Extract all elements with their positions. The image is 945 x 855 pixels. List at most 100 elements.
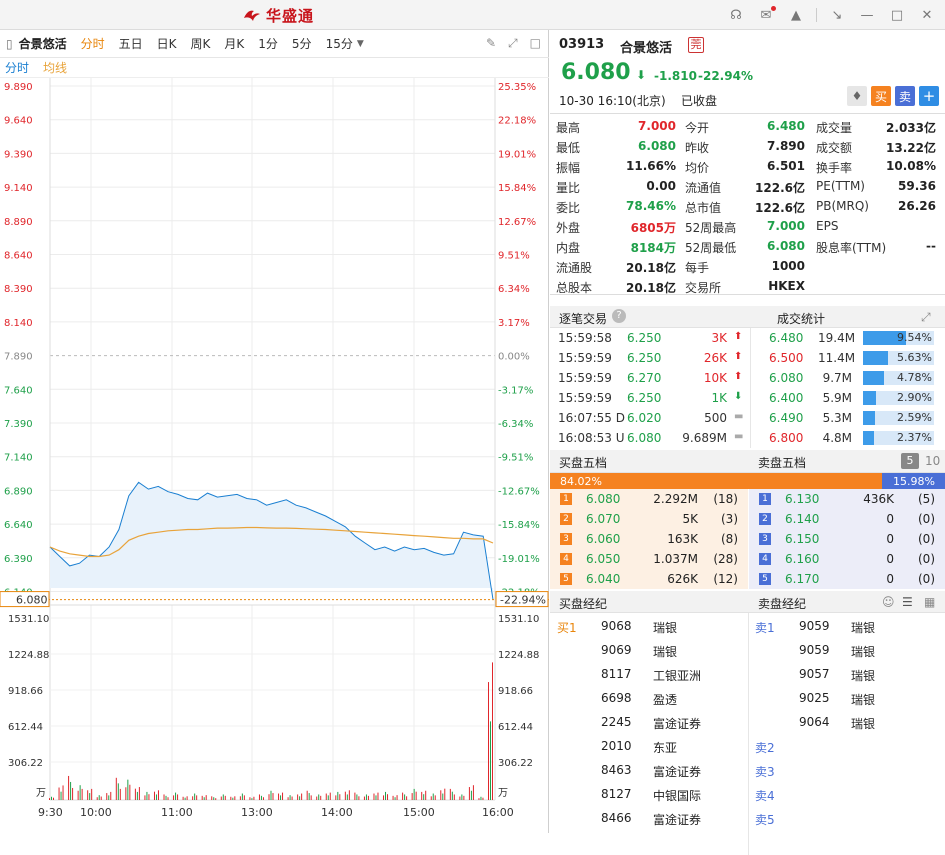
volume-stat-row: 6.080 9.7M 4.78% (550, 368, 945, 388)
volume-bar (278, 793, 280, 800)
expand-icon[interactable]: ⤢ (508, 36, 518, 50)
ask-ratio-text: 15.98% (893, 475, 935, 488)
ask-level-number: 5 (759, 573, 771, 585)
volume-bar-group (278, 792, 284, 800)
depth-5-toggle[interactable]: 5 (901, 453, 919, 469)
stat-label: 52周最低 (685, 241, 737, 255)
pct-tick-label: -9.51% (498, 453, 533, 464)
volume-bar-group (402, 792, 408, 800)
close-button[interactable]: ✕ (921, 7, 933, 23)
intraday-chart[interactable]: 9.890 25.35% 9.640 22.18% 9.390 19.01% 9.140 15… (0, 78, 549, 833)
current-price-label: 6.080 (16, 594, 48, 607)
buy-button[interactable]: 买 (871, 86, 891, 106)
trade-volume: 3K (711, 331, 727, 345)
volume-bar (461, 794, 463, 800)
stat-value: 13.22亿 (886, 141, 936, 155)
volume-bar (375, 795, 377, 800)
tab-1min[interactable]: 1分 (258, 37, 278, 51)
pct-tick-label: -6.34% (498, 419, 533, 430)
volume-bar-group (297, 793, 303, 800)
tab-intraday[interactable]: 分时 (80, 37, 105, 51)
ask-price: 6.170 (785, 572, 820, 586)
broker-header: 买盘经纪 卖盘经纪 ☺ ☰ ▦ (550, 591, 945, 613)
ask-count: (5) (918, 492, 935, 506)
pct-tick-label: 12.67% (498, 217, 536, 228)
grid-view-icon[interactable]: ▦ (924, 595, 936, 609)
tab-5min[interactable]: 5分 (291, 37, 312, 51)
tab-day-k[interactable]: 日K (156, 37, 177, 51)
chevron-down-icon[interactable]: ▼ (356, 38, 364, 49)
list-view-icon[interactable]: ☰ (902, 595, 913, 609)
ask-level: 2 6.140 0 (0) (749, 509, 945, 529)
fullscreen-icon[interactable]: □ (529, 36, 541, 50)
indicator-intraday[interactable]: 分时 (5, 61, 30, 75)
volume-bar (98, 795, 100, 800)
bid-volume: 626K (667, 572, 698, 586)
collapse-icon[interactable]: ↘ (831, 7, 843, 23)
bid-broker-name: 盈透 (653, 693, 678, 707)
bid-ratio-text: 84.02% (560, 475, 602, 488)
stat-label: 最高 (556, 121, 581, 135)
volume-bar (337, 791, 339, 800)
window-controls: ☊ ✉ ▲ ↘ — □ ✕ (726, 6, 937, 24)
volume-stat-bar (863, 351, 889, 365)
alert-bell-icon[interactable]: ♦ (847, 86, 867, 106)
shirt-icon[interactable]: ▲ (791, 7, 801, 23)
volume-bar (308, 793, 310, 800)
volume-bar (329, 792, 331, 800)
trade-row: 15:59:59 6.250 1K ⬇ (550, 388, 945, 408)
add-watchlist-button[interactable]: + (919, 86, 939, 106)
tab-15min[interactable]: 15分 (325, 37, 353, 51)
trade-time: 15:59:58 (558, 331, 612, 345)
volume-bar-group (287, 795, 293, 800)
stock-code: 03913 (559, 37, 605, 52)
tab-week-k[interactable]: 周K (190, 37, 211, 51)
bid-count: (18) (713, 492, 738, 506)
bid-broker-name: 瑞银 (653, 645, 678, 659)
sell-button[interactable]: 卖 (895, 86, 915, 106)
price-tick-label: 7.390 (4, 419, 33, 430)
tab-5day[interactable]: 五日 (118, 37, 143, 51)
app-title: 华盛通 (266, 6, 315, 25)
volume-bar (258, 794, 260, 800)
mail-icon[interactable]: ✉ (756, 6, 776, 24)
tab-month-k[interactable]: 月K (224, 37, 245, 51)
bid-level-number: 1 (560, 493, 572, 505)
indicator-avg-line[interactable]: 均线 (43, 61, 68, 75)
ask-broker-title: 卖盘经纪 (758, 597, 807, 611)
volume-bar (117, 783, 119, 800)
maximize-button[interactable]: □ (890, 7, 904, 23)
ask-broker-name: 瑞银 (851, 693, 876, 707)
volume-bar (153, 791, 155, 800)
volume-stat-bar (863, 431, 874, 445)
up-arrow-icon: ⬆ (734, 331, 743, 342)
ask-level-number: 1 (759, 493, 771, 505)
stat-value: 6.480 (767, 119, 805, 133)
depth-10-toggle[interactable]: 10 (925, 454, 941, 468)
volume-stat-volume: 19.4M (818, 331, 856, 345)
volume-bar (222, 794, 224, 800)
volume-bar (213, 797, 215, 800)
volume-bar (358, 796, 360, 800)
volume-bar (243, 795, 245, 800)
minimize-button[interactable]: — (860, 7, 874, 23)
volume-bar-group (49, 796, 54, 800)
pct-tick-label: 6.34% (498, 284, 530, 295)
stat-value: 6.501 (767, 159, 805, 173)
pct-tick-label: 3.17% (498, 318, 530, 329)
person-icon[interactable]: ☺ (882, 595, 895, 609)
draw-pen-icon[interactable]: ✎ (485, 36, 497, 50)
bid-level: 2 6.070 5K (3) (550, 509, 748, 529)
headset-icon[interactable]: ☊ (730, 7, 742, 23)
stat-label: 每手 (685, 261, 710, 275)
expand-icon[interactable]: ⤢ (921, 310, 931, 324)
help-icon[interactable]: ? (612, 309, 626, 323)
volume-bar (196, 795, 198, 800)
panel-toggle-icon[interactable]: ▯ (6, 36, 13, 51)
volume-bar (392, 795, 394, 800)
bid-level: 3 6.060 163K (8) (550, 529, 748, 549)
volume-bar (72, 787, 74, 800)
ask-broker-name: 瑞银 (851, 621, 876, 635)
bid-broker-id: 8463 (601, 763, 632, 777)
volume-bar-group (411, 788, 417, 800)
